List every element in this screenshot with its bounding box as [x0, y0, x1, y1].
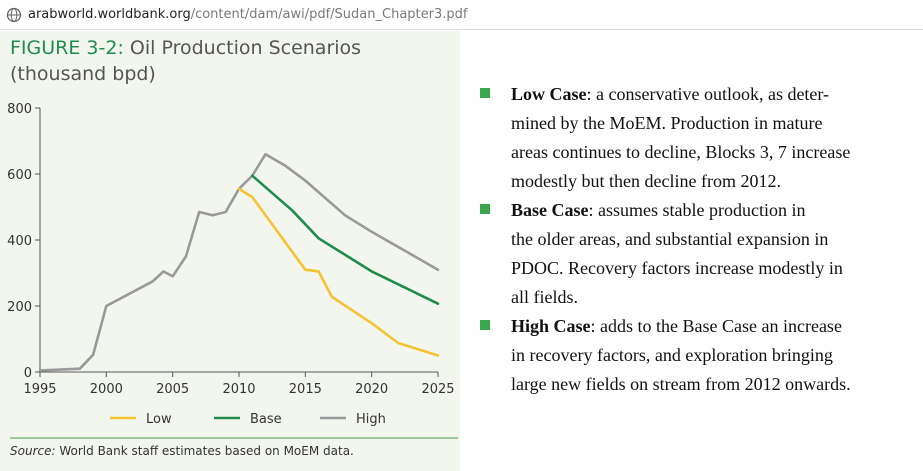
y-tick-label: 400: [7, 234, 32, 249]
bullet-text: : a conservative outlook, as deter-: [586, 84, 830, 104]
figure-title: FIGURE 3-2: Oil Production Scenarios (th…: [10, 35, 361, 87]
y-tick-label: 600: [7, 168, 32, 183]
figure-title-text: Oil Production Scenarios: [129, 37, 362, 59]
globe-icon: [6, 7, 22, 22]
bullet-heading: Low Case: [511, 84, 587, 104]
bullet-text: : adds to the Base Case an increase: [590, 316, 842, 336]
series-line-high: [38, 152, 440, 372]
bullet-text: : assumes stable production in: [588, 200, 806, 220]
x-tick-label: 2005: [156, 382, 189, 397]
x-tick-label: 2010: [222, 382, 255, 397]
figure-divider: [10, 437, 458, 439]
source-lead: Source:: [10, 444, 56, 458]
legend-label-base: Base: [250, 412, 282, 427]
x-tick-label: 1995: [23, 382, 56, 397]
legend-label-low: Low: [146, 412, 172, 427]
bullet-square-icon: [480, 204, 490, 214]
x-tick-label: 2020: [355, 382, 388, 397]
bullet-line: PDOC. Recovery factors increase modestly…: [511, 258, 843, 278]
y-tick-label: 200: [7, 300, 32, 315]
bullet-high-case: High Case: adds to the Base Case an incr…: [480, 312, 920, 399]
source-text: World Bank staff estimates based on MoEM…: [59, 444, 354, 458]
bullet-heading: Base Case: [511, 200, 589, 220]
bullet-low-case: Low Case: a conservative outlook, as det…: [480, 80, 920, 196]
address-bar[interactable]: arabworld.worldbank.org/content/dam/awi/…: [0, 0, 923, 30]
bullet-base-case: Base Case: assumes stable production in …: [480, 196, 920, 312]
bullet-line: Low Case: a conservative outlook, as det…: [511, 80, 920, 109]
bullet-heading: High Case: [511, 316, 591, 336]
bullet-line: modestly but then decline from 2012.: [511, 171, 781, 191]
bullet-line: the older areas, and substantial expansi…: [511, 229, 829, 249]
bullet-line: Base Case: assumes stable production in: [511, 196, 920, 225]
bullet-line: in recovery factors, and exploration bri…: [511, 345, 833, 365]
url-path: /content/dam/awi/pdf/Sudan_Chapter3.pdf: [190, 7, 468, 22]
bullet-line: large new fields on stream from 2012 onw…: [511, 374, 851, 394]
legend-label-high: High: [356, 412, 386, 427]
y-tick-label: 800: [7, 102, 32, 117]
oil-production-chart: 0 200 400 600 800 1995 2000 2005 2010 2015 2020 202…: [7, 102, 454, 427]
x-tick-label: 2025: [421, 382, 454, 397]
figure-panel: [0, 31, 460, 471]
figure-label: FIGURE 3-2:: [10, 37, 124, 59]
bullet-square-icon: [480, 320, 490, 330]
x-tick-label: 2015: [289, 382, 322, 397]
url-host: arabworld.worldbank.org: [28, 7, 191, 22]
bullet-square-icon: [480, 88, 490, 98]
url-text[interactable]: arabworld.worldbank.org/content/dam/awi/…: [28, 7, 467, 22]
series-line-base: [251, 174, 440, 305]
figure-source: Source: World Bank staff estimates based…: [10, 444, 354, 458]
series-line-low: [237, 187, 440, 357]
scenario-list: Low Case: a conservative outlook, as det…: [480, 80, 920, 399]
bullet-line: High Case: adds to the Base Case an incr…: [511, 312, 920, 341]
y-tick-label: 0: [24, 366, 32, 381]
bullet-line: mined by the MoEM. Production in mature: [511, 113, 823, 133]
bullet-line: areas continues to decline, Blocks 3, 7 …: [511, 142, 851, 162]
bullet-line: all fields.: [511, 287, 578, 307]
x-tick-label: 2000: [90, 382, 123, 397]
figure-subtitle: (thousand bpd): [10, 63, 156, 85]
